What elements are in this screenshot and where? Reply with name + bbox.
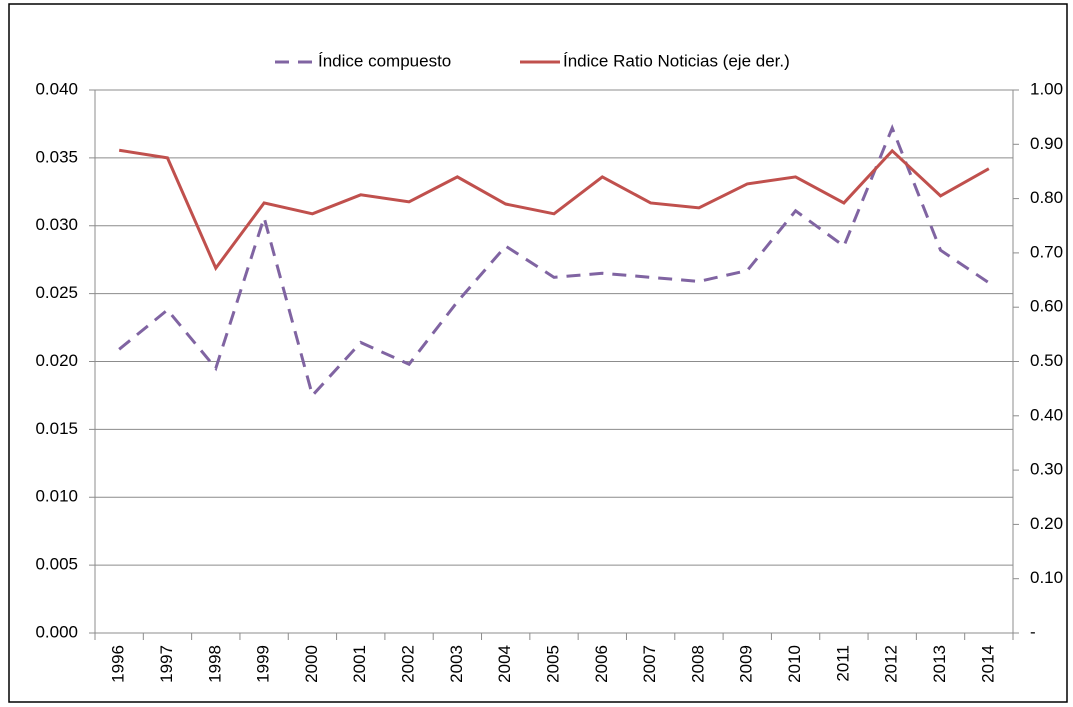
x-tick-label: 2000 [302, 645, 321, 683]
chart-border [8, 3, 1068, 703]
x-tick-label: 2009 [737, 645, 756, 683]
y-tick-label: 0.020 [35, 351, 78, 370]
x-tick-label: 1997 [157, 645, 176, 683]
x-tick-label: 1998 [205, 645, 224, 683]
y-tick-label: 0.010 [35, 487, 78, 506]
x-tick-label: 2010 [785, 645, 804, 683]
x-tick-label: 2008 [688, 645, 707, 683]
y2-tick-label: 0.90 [1030, 134, 1063, 153]
y-tick-label: 0.005 [35, 555, 78, 574]
x-tick-label: 2011 [833, 645, 852, 682]
y2-tick-label: 0.70 [1030, 242, 1063, 261]
y2-tick-label: - [1030, 622, 1036, 641]
y2-tick-label: 0.50 [1030, 351, 1063, 370]
y-tick-label: 0.000 [35, 622, 78, 641]
x-tick-label: 2005 [543, 645, 562, 683]
series-line [118, 123, 990, 399]
x-tick-label: 2004 [495, 645, 514, 683]
x-tick-label: 2001 [350, 645, 369, 683]
y-tick-label: 0.035 [35, 147, 78, 166]
legend-label: Índice Ratio Noticias (eje der.) [563, 51, 790, 70]
y2-tick-label: 0.30 [1030, 460, 1063, 479]
y2-tick-label: 0.10 [1030, 568, 1063, 587]
y-tick-label: 0.030 [35, 215, 78, 234]
y-tick-label: 0.040 [35, 79, 78, 98]
y2-tick-label: 1.00 [1030, 79, 1063, 98]
series-line [118, 148, 990, 272]
x-tick-label: 2002 [399, 645, 418, 683]
x-tick-label: 2012 [882, 645, 901, 683]
y2-tick-label: 0.20 [1030, 514, 1063, 533]
x-tick-label: 2014 [978, 645, 997, 683]
x-tick-label: 2013 [930, 645, 949, 683]
legend-label: Índice compuesto [318, 51, 451, 70]
x-tick-label: 2006 [592, 645, 611, 683]
x-tick-label: 1996 [109, 645, 128, 683]
x-tick-label: 2003 [447, 645, 466, 683]
y2-tick-label: 0.60 [1030, 297, 1063, 316]
y-tick-label: 0.015 [35, 419, 78, 438]
y-tick-label: 0.025 [35, 283, 78, 302]
y2-tick-label: 0.40 [1030, 405, 1063, 424]
y2-tick-label: 0.80 [1030, 188, 1063, 207]
x-tick-label: 1999 [254, 645, 273, 683]
x-tick-label: 2007 [640, 645, 659, 683]
